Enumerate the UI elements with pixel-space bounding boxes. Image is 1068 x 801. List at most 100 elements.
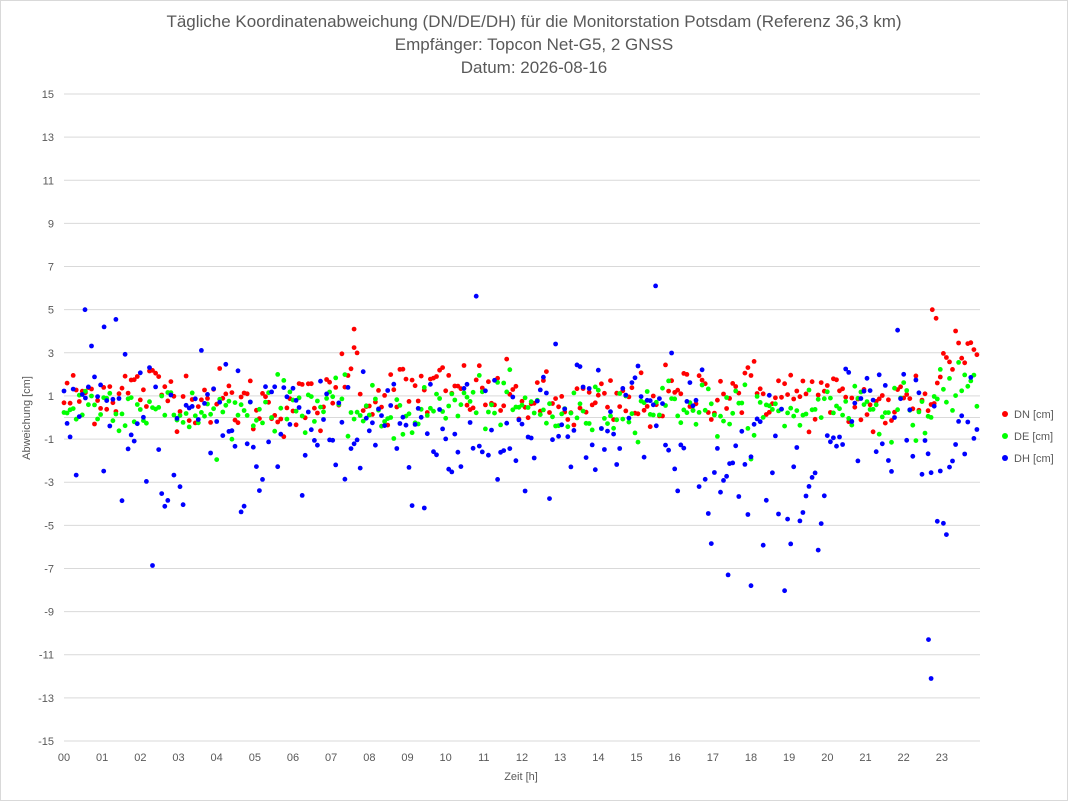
point-dh [916, 390, 922, 396]
y-tick-label: -3 [44, 477, 54, 489]
point-de [284, 416, 290, 422]
point-dn [98, 406, 103, 411]
point-dn [933, 315, 939, 321]
point-de [715, 434, 720, 439]
point-de [458, 402, 464, 408]
point-dh [660, 401, 665, 406]
point-de [522, 395, 528, 401]
point-de [312, 419, 317, 424]
point-de [357, 413, 363, 418]
point-de [968, 378, 974, 384]
x-tick-label: 13 [554, 752, 566, 764]
point-dh [122, 351, 128, 357]
point-dn [208, 420, 214, 425]
point-dh [959, 413, 965, 419]
point-dn [595, 392, 601, 398]
point-de [843, 399, 849, 404]
point-de [614, 417, 620, 423]
point-de [208, 411, 214, 417]
point-dh [345, 385, 351, 390]
point-dh [98, 382, 103, 388]
point-dn [547, 410, 552, 415]
point-dh [586, 386, 592, 391]
point-de [211, 406, 217, 412]
point-de [916, 409, 922, 415]
point-dh [547, 496, 552, 501]
point-dn [354, 350, 360, 356]
point-dn [818, 380, 824, 385]
point-de [928, 415, 934, 420]
point-dh [183, 402, 189, 408]
point-dh [324, 391, 329, 397]
point-de [626, 419, 632, 425]
point-dh [919, 471, 925, 477]
point-dh [889, 469, 894, 474]
point-dh [104, 398, 110, 403]
x-tick-label: 03 [172, 752, 184, 764]
legend-marker [1002, 411, 1008, 417]
point-de [550, 414, 555, 420]
point-dh [150, 563, 155, 568]
point-dh [244, 441, 250, 447]
point-dh [837, 434, 842, 440]
point-dh [101, 468, 107, 474]
point-dh [708, 541, 714, 546]
point-dn [144, 404, 149, 409]
point-dn [962, 360, 968, 366]
point-de [873, 402, 879, 408]
point-de [837, 406, 842, 412]
point-dh [492, 377, 497, 383]
point-de [696, 410, 702, 415]
point-de [156, 405, 162, 410]
point-de [464, 394, 470, 400]
point-dn [351, 345, 357, 350]
point-dh [379, 413, 384, 418]
point-de [889, 439, 894, 445]
point-dh [815, 547, 821, 553]
point-de [501, 380, 507, 386]
point-dh [800, 510, 806, 515]
point-dh [153, 384, 159, 390]
point-de [812, 407, 818, 412]
point-de [721, 418, 726, 424]
x-tick-label: 00 [58, 752, 70, 764]
point-dh [724, 473, 729, 479]
point-de [849, 422, 855, 428]
point-de [794, 408, 800, 413]
point-dn [498, 408, 503, 413]
point-dh [534, 398, 540, 404]
point-dn [122, 373, 128, 379]
point-dn [586, 389, 592, 395]
point-de [431, 408, 436, 414]
point-dh [388, 403, 394, 408]
point-dn [501, 403, 507, 409]
point-dh [229, 428, 235, 434]
point-dh [672, 466, 678, 472]
point-dh [232, 443, 238, 449]
point-de [244, 413, 250, 418]
point-dn [119, 385, 125, 391]
point-dh [119, 498, 125, 504]
point-dn [663, 362, 668, 368]
point-de [727, 421, 732, 427]
point-dn [541, 378, 546, 383]
point-dh [663, 442, 668, 448]
point-dn [510, 387, 516, 392]
point-dn [348, 366, 354, 372]
point-de [708, 401, 714, 407]
point-dn [889, 418, 894, 423]
point-dn [684, 372, 690, 377]
point-de [257, 406, 262, 412]
point-dh [443, 436, 449, 442]
point-dh [376, 406, 381, 412]
point-dh [483, 388, 488, 394]
x-tick-label: 21 [859, 752, 871, 764]
point-de [797, 422, 803, 428]
x-tick-label: 18 [745, 752, 757, 764]
point-dh [678, 442, 684, 448]
point-dn [882, 420, 888, 426]
point-dh [922, 438, 928, 443]
point-dh [824, 433, 830, 438]
point-de [577, 401, 583, 407]
point-dh [513, 458, 519, 464]
